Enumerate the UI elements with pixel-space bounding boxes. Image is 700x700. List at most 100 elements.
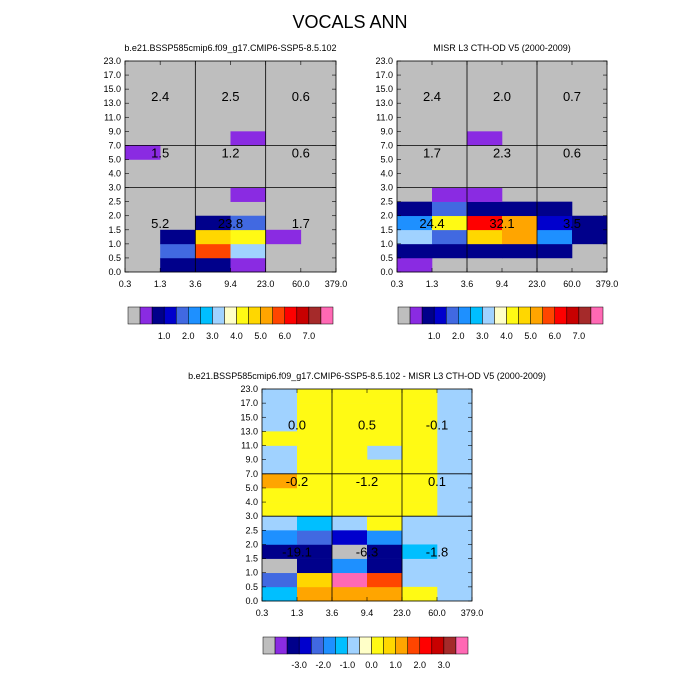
- colorbar-swatch: [308, 306, 322, 325]
- group-total-label: -0.1: [426, 417, 448, 432]
- y-tick-label: 1.0: [245, 568, 258, 578]
- colorbar-swatch: [443, 636, 457, 655]
- colorbar-swatch: [419, 636, 433, 655]
- heatmap-cell: [402, 445, 438, 460]
- colorbar-label: 6.0: [549, 331, 562, 341]
- heatmap-cell: [367, 502, 403, 517]
- heatmap-cell: [537, 243, 573, 259]
- panel-title: MISR L3 CTH-OD V5 (2000-2009): [433, 43, 571, 53]
- y-tick-label: 1.0: [380, 239, 393, 249]
- colorbar-label: 4.0: [230, 331, 243, 341]
- y-tick-label: 13.0: [240, 426, 258, 436]
- heatmap-cell: [402, 417, 438, 432]
- heatmap-cell: [230, 229, 266, 245]
- group-total-label: -19.1: [282, 545, 312, 560]
- heatmap-cell: [467, 229, 503, 245]
- group-total-label: -1.8: [426, 545, 448, 560]
- y-tick-label: 1.0: [108, 239, 121, 249]
- colorbar-swatch: [542, 306, 556, 325]
- colorbar-swatch: [151, 306, 165, 325]
- heatmap-cell: [537, 201, 573, 217]
- y-tick-label: 17.0: [103, 70, 121, 80]
- x-tick-label: 3.6: [189, 279, 202, 289]
- colorbar-diff: -3.0 -2.0 -1.0 0.0 1.0 2.0 3.0: [262, 636, 469, 670]
- colorbar-label: -3.0: [291, 660, 307, 670]
- y-tick-label: 3.0: [108, 183, 121, 193]
- y-tick-label: 0.5: [380, 253, 393, 263]
- colorbar-swatch: [407, 636, 421, 655]
- heatmap-cell: [332, 544, 368, 559]
- x-tick-label: 1.3: [291, 608, 304, 618]
- group-total-label: 2.4: [151, 89, 169, 104]
- y-tick-label: 9.0: [380, 126, 393, 136]
- y-tick-label: 2.5: [108, 197, 121, 207]
- group-total-label: 0.5: [358, 417, 376, 432]
- x-tick-label: 60.0: [292, 279, 310, 289]
- group-total-label: 24.4: [419, 216, 444, 231]
- heatmap-cell: [262, 473, 298, 489]
- colorbar-swatch: [262, 636, 276, 655]
- group-total-label: 0.0: [288, 417, 306, 432]
- colorbar-swatch: [506, 306, 519, 325]
- colorbar-label: 0.0: [365, 660, 378, 670]
- colorbar-swatch: [409, 306, 423, 325]
- group-total-label: 0.6: [563, 145, 581, 160]
- heatmap-cell: [297, 530, 333, 545]
- y-tick-label: 1.5: [108, 225, 121, 235]
- heatmap-cell: [332, 403, 368, 418]
- heatmap-cell: [230, 243, 266, 259]
- colorbar-swatch: [421, 306, 435, 325]
- heatmap-cell: [297, 544, 333, 559]
- x-tick-label: 9.4: [496, 279, 509, 289]
- colorbar-swatch: [224, 306, 237, 325]
- y-tick-label: 15.0: [375, 84, 393, 94]
- colorbar-swatch: [530, 306, 543, 325]
- heatmap-cell: [502, 201, 538, 217]
- heatmap-cell: [367, 389, 403, 404]
- heatmap-cell: [297, 417, 333, 432]
- colorbar-swatch: [188, 306, 201, 325]
- colorbar-swatch: [566, 306, 580, 325]
- heatmap-cell: [332, 572, 368, 588]
- y-tick-label: 2.0: [108, 211, 121, 221]
- heatmap-cell: [537, 229, 573, 245]
- colorbar-obs: 1.0 2.0 3.0 4.0 5.0 6.0 7.0: [397, 306, 604, 341]
- heatmap-cell: [195, 243, 231, 259]
- heatmap-cell: [332, 473, 368, 489]
- heatmap-cell: [262, 572, 298, 588]
- group-total-label: 1.7: [423, 145, 441, 160]
- panel-diff: b.e21.BSSP585cmip6.f09_g17.CMIP6-SSP5-8.…: [188, 371, 546, 618]
- heatmap-cell: [432, 187, 468, 202]
- heatmap-cell: [195, 215, 231, 231]
- heatmap-cell: [402, 431, 438, 446]
- heatmap-cell: [125, 145, 161, 160]
- colorbar-swatch: [433, 306, 447, 325]
- colorbar-model: 1.0 2.0 3.0 4.0 5.0 6.0 7.0: [127, 306, 334, 341]
- colorbar-swatch: [296, 306, 310, 325]
- heatmap-cell: [332, 431, 368, 446]
- y-tick-label: 15.0: [103, 84, 121, 94]
- y-tick-label: 23.0: [103, 56, 121, 66]
- group-total-label: 0.1: [428, 474, 446, 489]
- x-tick-label: 0.3: [119, 279, 132, 289]
- heatmap-cell: [402, 459, 438, 475]
- heatmap-cell: [502, 215, 538, 231]
- heatmap-cell: [332, 417, 368, 432]
- y-tick-label: 7.0: [245, 469, 258, 479]
- heatmap-cell: [262, 586, 298, 602]
- heatmap-cell: [397, 201, 433, 217]
- x-tick-label: 379.0: [596, 279, 619, 289]
- heatmap-cell: [332, 487, 368, 503]
- heatmap-cell: [297, 445, 333, 460]
- y-tick-label: 7.0: [380, 140, 393, 150]
- group-total-label: 0.6: [292, 89, 310, 104]
- y-tick-label: 23.0: [375, 56, 393, 66]
- group-total-label: 2.0: [493, 89, 511, 104]
- y-tick-label: 17.0: [375, 70, 393, 80]
- y-tick-label: 11.0: [376, 112, 393, 122]
- heatmap-cell: [402, 473, 438, 489]
- y-tick-label: 2.0: [380, 211, 393, 221]
- colorbar-swatch: [139, 306, 153, 325]
- heatmap-cell: [332, 586, 368, 602]
